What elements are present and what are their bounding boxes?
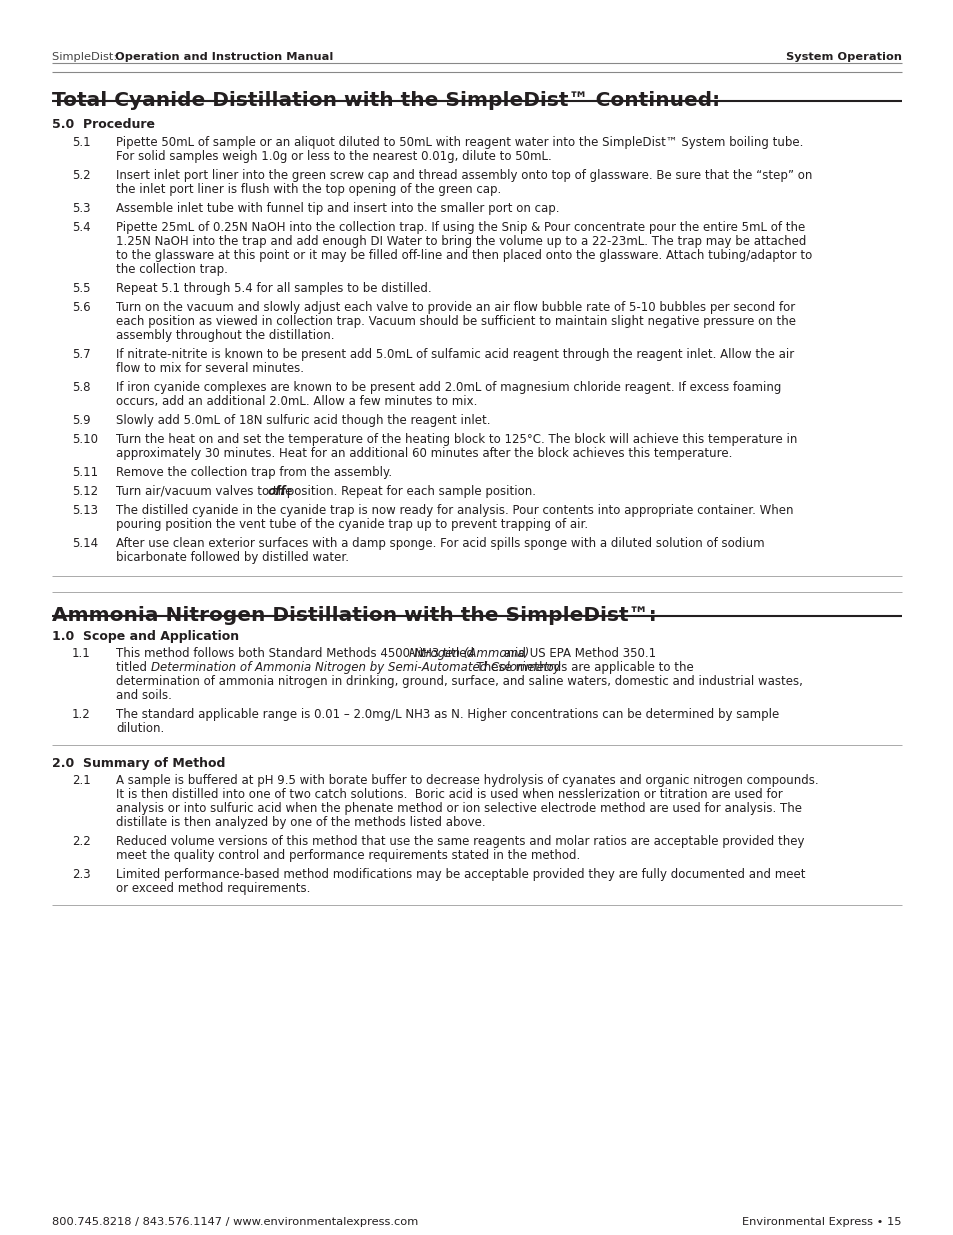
Text: Environmental Express • 15: Environmental Express • 15	[741, 1216, 901, 1228]
Text: 5.13: 5.13	[71, 504, 98, 517]
Text: and US EPA Method 350.1: and US EPA Method 350.1	[499, 647, 656, 659]
Text: If iron cyanide complexes are known to be present add 2.0mL of magnesium chlorid: If iron cyanide complexes are known to b…	[116, 382, 781, 394]
Text: bicarbonate followed by distilled water.: bicarbonate followed by distilled water.	[116, 551, 349, 564]
Text: After use clean exterior surfaces with a damp sponge. For acid spills sponge wit: After use clean exterior surfaces with a…	[116, 537, 763, 550]
Text: Operation and Instruction Manual: Operation and Instruction Manual	[115, 52, 333, 62]
Text: Pipette 50mL of sample or an aliquot diluted to 50mL with reagent water into the: Pipette 50mL of sample or an aliquot dil…	[116, 136, 802, 149]
Text: Turn air/vacuum valves to the: Turn air/vacuum valves to the	[116, 485, 295, 498]
Text: 5.12: 5.12	[71, 485, 98, 498]
Text: or exceed method requirements.: or exceed method requirements.	[116, 882, 310, 895]
Text: occurs, add an additional 2.0mL. Allow a few minutes to mix.: occurs, add an additional 2.0mL. Allow a…	[116, 395, 476, 408]
Text: 5.8: 5.8	[71, 382, 91, 394]
Text: 800.745.8218 / 843.576.1147 / www.environmentalexpress.com: 800.745.8218 / 843.576.1147 / www.enviro…	[52, 1216, 417, 1228]
Text: off: off	[267, 485, 286, 498]
Text: Insert inlet port liner into the green screw cap and thread assembly onto top of: Insert inlet port liner into the green s…	[116, 169, 812, 182]
Text: Reduced volume versions of this method that use the same reagents and molar rati: Reduced volume versions of this method t…	[116, 835, 803, 848]
Text: Slowly add 5.0mL of 18N sulfuric acid though the reagent inlet.: Slowly add 5.0mL of 18N sulfuric acid th…	[116, 414, 490, 427]
Text: 5.2: 5.2	[71, 169, 91, 182]
Text: position. Repeat for each sample position.: position. Repeat for each sample positio…	[282, 485, 535, 498]
Text: pouring position the vent tube of the cyanide trap up to prevent trapping of air: pouring position the vent tube of the cy…	[116, 517, 587, 531]
Text: the inlet port liner is flush with the top opening of the green cap.: the inlet port liner is flush with the t…	[116, 183, 500, 196]
Text: flow to mix for several minutes.: flow to mix for several minutes.	[116, 362, 304, 375]
Text: System Operation: System Operation	[785, 52, 901, 62]
Text: 2.2: 2.2	[71, 835, 91, 848]
Text: 5.4: 5.4	[71, 221, 91, 233]
Text: . These methods are applicable to the: . These methods are applicable to the	[469, 661, 694, 674]
Text: meet the quality control and performance requirements stated in the method.: meet the quality control and performance…	[116, 848, 579, 862]
Text: This method follows both Standard Methods 4500-NH3 titled: This method follows both Standard Method…	[116, 647, 477, 659]
Text: 5.10: 5.10	[71, 433, 98, 446]
Text: The standard applicable range is 0.01 – 2.0mg/L NH3 as N. Higher concentrations : The standard applicable range is 0.01 – …	[116, 708, 779, 721]
Text: For solid samples weigh 1.0g or less to the nearest 0.01g, dilute to 50mL.: For solid samples weigh 1.0g or less to …	[116, 149, 551, 163]
Text: distillate is then analyzed by one of the methods listed above.: distillate is then analyzed by one of th…	[116, 816, 485, 829]
Text: Total Cyanide Distillation with the SimpleDist™ Continued:: Total Cyanide Distillation with the Simp…	[52, 91, 720, 110]
Text: Limited performance-based method modifications may be acceptable provided they a: Limited performance-based method modific…	[116, 868, 804, 881]
Text: SimpleDist:: SimpleDist:	[52, 52, 121, 62]
Text: Turn the heat on and set the temperature of the heating block to 125°C. The bloc: Turn the heat on and set the temperature…	[116, 433, 797, 446]
Text: 5.0  Procedure: 5.0 Procedure	[52, 119, 154, 131]
Text: 1.25N NaOH into the trap and add enough DI Water to bring the volume up to a 22-: 1.25N NaOH into the trap and add enough …	[116, 235, 805, 248]
Text: dilution.: dilution.	[116, 722, 164, 735]
Text: It is then distilled into one of two catch solutions.  Boric acid is used when n: It is then distilled into one of two cat…	[116, 788, 781, 802]
Text: 1.2: 1.2	[71, 708, 91, 721]
Text: to the glassware at this point or it may be filled off-line and then placed onto: to the glassware at this point or it may…	[116, 249, 811, 262]
Text: 1.1: 1.1	[71, 647, 91, 659]
Text: Ammonia Nitrogen Distillation with the SimpleDist™:: Ammonia Nitrogen Distillation with the S…	[52, 606, 656, 625]
Text: approximately 30 minutes. Heat for an additional 60 minutes after the block achi: approximately 30 minutes. Heat for an ad…	[116, 447, 732, 459]
Text: determination of ammonia nitrogen in drinking, ground, surface, and saline water: determination of ammonia nitrogen in dri…	[116, 676, 802, 688]
Text: Determination of Ammonia Nitrogen by Semi-Automated Colorimetry: Determination of Ammonia Nitrogen by Sem…	[152, 661, 560, 674]
Text: 5.14: 5.14	[71, 537, 98, 550]
Text: the collection trap.: the collection trap.	[116, 263, 228, 275]
Text: 5.3: 5.3	[71, 203, 91, 215]
Text: Nitrogen (Ammonia): Nitrogen (Ammonia)	[409, 647, 529, 659]
Text: 5.9: 5.9	[71, 414, 91, 427]
Text: analysis or into sulfuric acid when the phenate method or ion selective electrod: analysis or into sulfuric acid when the …	[116, 802, 801, 815]
Text: each position as viewed in collection trap. Vacuum should be sufficient to maint: each position as viewed in collection tr…	[116, 315, 795, 329]
Text: A sample is buffered at pH 9.5 with borate buffer to decrease hydrolysis of cyan: A sample is buffered at pH 9.5 with bora…	[116, 774, 818, 787]
Text: 5.11: 5.11	[71, 466, 98, 479]
Text: 2.0  Summary of Method: 2.0 Summary of Method	[52, 757, 225, 769]
Text: and soils.: and soils.	[116, 689, 172, 701]
Text: The distilled cyanide in the cyanide trap is now ready for analysis. Pour conten: The distilled cyanide in the cyanide tra…	[116, 504, 793, 517]
Text: Remove the collection trap from the assembly.: Remove the collection trap from the asse…	[116, 466, 392, 479]
Text: 5.7: 5.7	[71, 348, 91, 361]
Text: assembly throughout the distillation.: assembly throughout the distillation.	[116, 329, 335, 342]
Text: Turn on the vacuum and slowly adjust each valve to provide an air flow bubble ra: Turn on the vacuum and slowly adjust eac…	[116, 301, 795, 314]
Text: 1.0  Scope and Application: 1.0 Scope and Application	[52, 630, 239, 643]
Text: Repeat 5.1 through 5.4 for all samples to be distilled.: Repeat 5.1 through 5.4 for all samples t…	[116, 282, 431, 295]
Text: Pipette 25mL of 0.25N NaOH into the collection trap. If using the Snip & Pour co: Pipette 25mL of 0.25N NaOH into the coll…	[116, 221, 804, 233]
Text: titled: titled	[116, 661, 151, 674]
Text: 2.3: 2.3	[71, 868, 91, 881]
Text: If nitrate-nitrite is known to be present add 5.0mL of sulfamic acid reagent thr: If nitrate-nitrite is known to be presen…	[116, 348, 794, 361]
Text: 5.5: 5.5	[71, 282, 91, 295]
Text: 5.6: 5.6	[71, 301, 91, 314]
Text: Assemble inlet tube with funnel tip and insert into the smaller port on cap.: Assemble inlet tube with funnel tip and …	[116, 203, 558, 215]
Text: 2.1: 2.1	[71, 774, 91, 787]
Text: 5.1: 5.1	[71, 136, 91, 149]
